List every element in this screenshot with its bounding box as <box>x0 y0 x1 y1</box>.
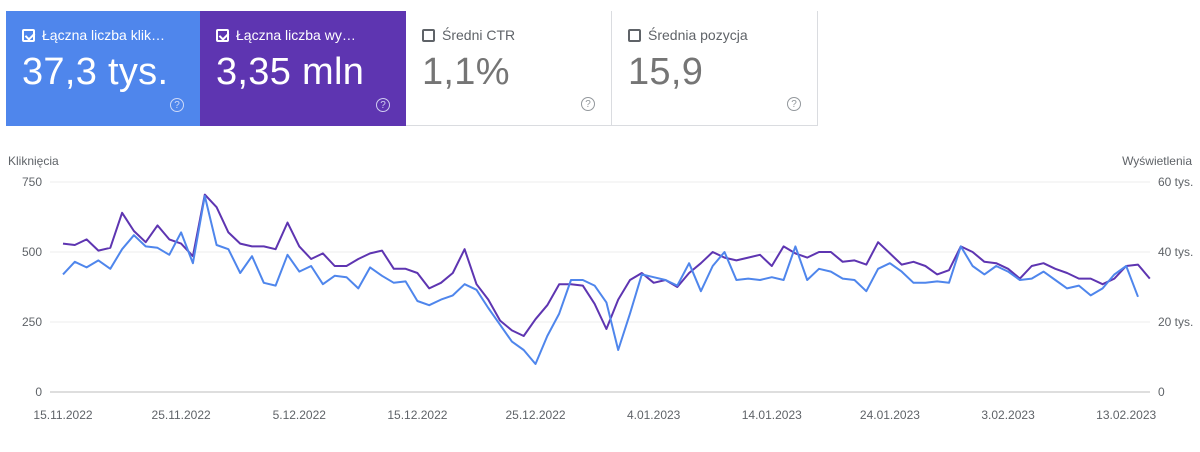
metric-label: Średnia pozycja <box>648 27 748 43</box>
x-axis-tick-label: 14.01.2023 <box>742 408 802 422</box>
metric-label: Łączna liczba wy… <box>236 27 356 43</box>
x-axis-tick-label: 25.12.2022 <box>505 408 565 422</box>
metric-card-header: Średnia pozycja <box>628 27 801 43</box>
right-axis-tick-label: 0 <box>1158 385 1165 399</box>
right-axis-tick-label: 20 tys. <box>1158 315 1193 329</box>
help-icon[interactable]: ? <box>787 97 801 111</box>
left-axis-tick-label: 750 <box>22 175 42 189</box>
x-axis-tick-label: 15.11.2022 <box>33 408 92 422</box>
clicks-series-line[interactable] <box>62 195 1139 365</box>
x-axis-tick-label: 15.12.2022 <box>387 408 447 422</box>
metric-label: Średni CTR <box>442 27 516 43</box>
right-axis-label: Wyświetlenia <box>1122 154 1192 168</box>
left-axis-tick-label: 500 <box>22 245 42 259</box>
x-axis-ticks: 15.11.2022 25.11.2022 5.12.2022 15.12.2022 2… <box>33 408 1156 422</box>
right-axis-tick-label: 40 tys. <box>1158 245 1193 259</box>
metric-card-header: Łączna liczba wy… <box>216 27 390 43</box>
chart-lines <box>62 193 1151 365</box>
left-axis-tick-label: 0 <box>35 385 42 399</box>
right-axis-ticks: 0 20 tys. 40 tys. 60 tys. <box>1158 175 1193 399</box>
x-axis-tick-label: 3.02.2023 <box>981 408 1035 422</box>
metric-value: 3,35 mln <box>216 51 365 93</box>
x-axis-tick-label: 25.11.2022 <box>152 408 211 422</box>
metric-cards: Łączna liczba klik… 37,3 tys. ? Łączna l… <box>6 11 818 126</box>
metric-card-clicks[interactable]: Łączna liczba klik… 37,3 tys. ? <box>6 11 200 126</box>
help-icon[interactable]: ? <box>170 98 184 112</box>
chart-grid <box>50 181 1150 393</box>
metric-card-header: Średni CTR <box>422 27 595 43</box>
metric-card-impressions[interactable]: Łączna liczba wy… 3,35 mln ? <box>200 11 406 126</box>
left-axis-label: Kliknięcia <box>8 154 59 168</box>
metric-value: 1,1% <box>422 51 510 93</box>
x-axis-tick-label: 4.01.2023 <box>627 408 681 422</box>
help-icon[interactable]: ? <box>581 97 595 111</box>
left-axis-ticks: 0 250 500 750 <box>22 175 42 399</box>
impressions-series-line[interactable] <box>62 193 1151 337</box>
x-axis-tick-label: 13.02.2023 <box>1096 408 1156 422</box>
metric-value: 15,9 <box>628 51 704 93</box>
right-axis-tick-label: 60 tys. <box>1158 175 1193 189</box>
x-axis-tick-label: 5.12.2022 <box>273 408 327 422</box>
checkbox-checked-icon[interactable] <box>216 28 229 42</box>
metric-card-position[interactable]: Średnia pozycja 15,9 ? <box>612 11 818 126</box>
metric-label: Łączna liczba klik… <box>42 27 165 43</box>
help-icon[interactable]: ? <box>376 98 390 112</box>
checkbox-checked-icon[interactable] <box>22 28 35 42</box>
checkbox-unchecked-icon[interactable] <box>628 28 641 42</box>
metric-card-header: Łączna liczba klik… <box>22 27 184 43</box>
metric-value: 37,3 tys. <box>22 51 169 93</box>
x-axis-tick-label: 24.01.2023 <box>860 408 920 422</box>
metric-card-ctr[interactable]: Średni CTR 1,1% ? <box>406 11 612 126</box>
checkbox-unchecked-icon[interactable] <box>422 28 435 42</box>
performance-chart[interactable]: Kliknięcia Wyświetlenia 0 250 500 750 0 20 t… <box>0 140 1200 440</box>
left-axis-tick-label: 250 <box>22 315 42 329</box>
